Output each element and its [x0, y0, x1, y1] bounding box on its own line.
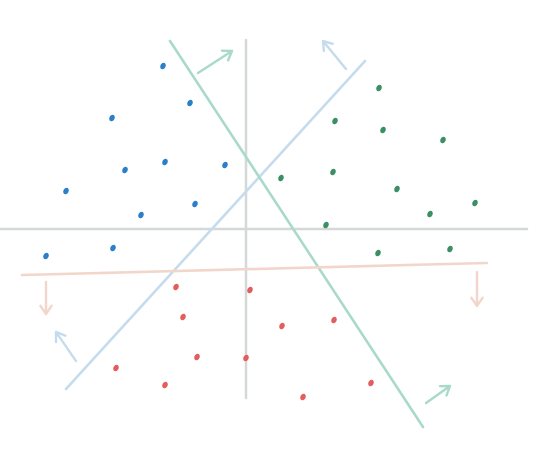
- red-data-point: [331, 316, 337, 324]
- blue-class-boundary-direction-arrow-2: [54, 330, 78, 363]
- blue-data-point: [110, 244, 116, 252]
- red-data-point: [194, 353, 200, 361]
- red-data-point: [300, 393, 306, 401]
- green-data-point: [427, 210, 433, 218]
- blue-data-point: [187, 99, 193, 107]
- blue-data-point: [138, 211, 144, 219]
- red-class-points: [113, 283, 374, 401]
- green-data-point: [472, 199, 478, 207]
- green-data-point: [375, 249, 381, 257]
- green-data-point: [394, 185, 400, 193]
- red-class-boundary-line: [20, 261, 489, 277]
- green-data-point: [332, 117, 338, 125]
- green-data-point: [330, 168, 336, 176]
- blue-class-boundary: [54, 39, 367, 391]
- green-class-boundary: [168, 39, 452, 429]
- red-data-point: [113, 364, 119, 372]
- blue-data-point: [43, 252, 49, 260]
- green-data-point: [323, 221, 329, 229]
- red-class-boundary: [20, 261, 489, 316]
- red-data-point: [162, 381, 168, 389]
- red-data-point: [368, 379, 374, 387]
- blue-class-boundary-line: [64, 59, 367, 391]
- data-points: [43, 62, 478, 401]
- blue-data-point: [162, 158, 168, 166]
- red-class-boundary-direction-arrow-2: [470, 270, 484, 308]
- blue-data-point: [122, 166, 128, 174]
- blue-data-point: [160, 62, 166, 70]
- blue-data-point: [109, 114, 115, 122]
- blue-data-point: [222, 161, 228, 169]
- blue-class-boundary-direction-arrow-1: [321, 39, 348, 71]
- green-data-point: [376, 84, 382, 92]
- red-class-boundary-direction-arrow-1: [39, 280, 53, 316]
- blue-data-point: [192, 200, 198, 208]
- green-data-point: [380, 126, 386, 134]
- red-data-point: [180, 313, 186, 321]
- green-data-point: [447, 245, 453, 253]
- green-class-boundary-line: [168, 39, 425, 429]
- red-data-point: [279, 322, 285, 330]
- green-class-points: [278, 84, 478, 257]
- decision-boundaries: [20, 39, 489, 429]
- green-data-point: [278, 174, 284, 182]
- axes: [0, 38, 529, 400]
- red-data-point: [243, 354, 249, 362]
- blue-class-points: [43, 62, 228, 260]
- green-data-point: [440, 136, 446, 144]
- red-data-point: [247, 286, 253, 294]
- red-data-point: [173, 283, 179, 291]
- green-class-boundary-direction-arrow-2: [424, 384, 452, 405]
- blue-data-point: [63, 187, 69, 195]
- green-class-boundary-direction-arrow-1: [196, 49, 234, 75]
